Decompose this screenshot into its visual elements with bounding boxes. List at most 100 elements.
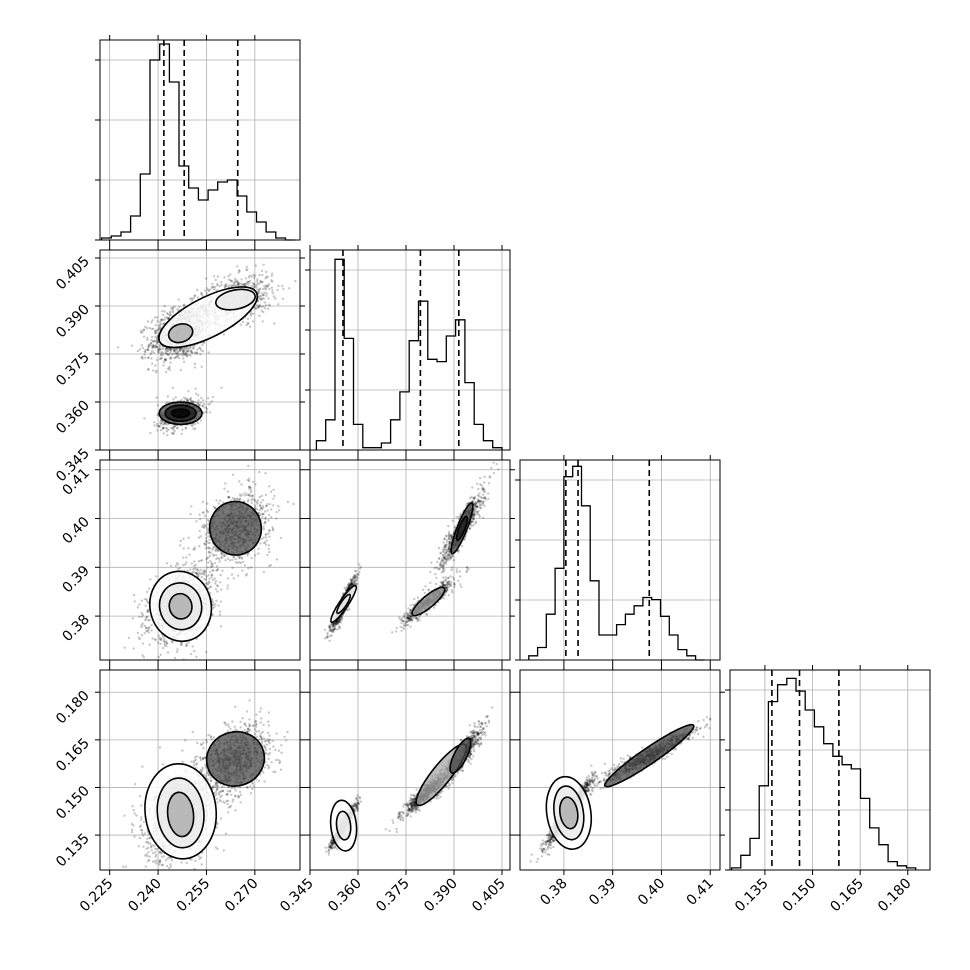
sample-point: [187, 350, 190, 353]
sample-point: [275, 558, 279, 561]
sample-point: [263, 510, 267, 513]
sample-point: [146, 348, 150, 352]
sample-point: [208, 541, 211, 545]
sample-point: [182, 658, 185, 660]
sample-point: [197, 574, 200, 577]
sample-point: [144, 617, 147, 620]
sample-point: [159, 347, 162, 350]
sample-point: [156, 413, 159, 417]
sample-point: [173, 305, 176, 308]
sample-point: [136, 606, 140, 609]
sample-point: [144, 350, 147, 354]
sample-point: [195, 351, 199, 354]
sample-point: [159, 422, 162, 425]
sample-point: [249, 494, 252, 498]
sample-point: [155, 346, 158, 349]
sample-point: [168, 314, 171, 317]
sample-point: [234, 281, 237, 284]
sample-point: [173, 350, 177, 353]
sample-point: [198, 403, 201, 407]
sample-point: [268, 485, 271, 488]
sample-point: [231, 473, 235, 476]
sample-point: [258, 294, 261, 298]
sample-point: [215, 284, 219, 287]
sample-point: [149, 344, 152, 347]
sample-point: [207, 556, 210, 559]
sample-point: [247, 567, 250, 570]
sample-point: [175, 562, 179, 565]
sample-point: [184, 346, 187, 350]
sample-point: [138, 348, 142, 351]
sample-point: [220, 553, 223, 556]
sample-point: [146, 338, 149, 342]
sample-point: [254, 554, 257, 557]
sample-point: [154, 331, 157, 335]
sample-point: [155, 369, 158, 372]
sample-point: [184, 427, 187, 430]
sample-point: [198, 573, 201, 576]
sample-point: [199, 401, 202, 404]
sample-point: [251, 497, 254, 500]
sample-point: [204, 570, 207, 573]
sample-point: [171, 352, 175, 355]
sample-point: [161, 426, 165, 429]
sample-points: [123, 464, 295, 660]
sample-point: [133, 600, 136, 603]
sample-point: [163, 640, 166, 644]
sample-point: [210, 573, 214, 577]
sample-point: [213, 288, 216, 291]
sample-point: [223, 284, 226, 287]
sample-point: [195, 572, 198, 576]
histogram-0: [100, 43, 296, 241]
sample-point: [262, 311, 265, 314]
sample-point: [205, 292, 208, 295]
sample-point: [207, 546, 210, 550]
sample-point: [127, 636, 131, 639]
sample-point: [246, 500, 250, 503]
sample-point: [267, 303, 270, 306]
sample-point: [159, 357, 162, 360]
sample-point: [218, 557, 221, 561]
sample-point: [145, 610, 149, 613]
sample-point: [183, 353, 187, 356]
sample-point: [186, 399, 189, 402]
sample-point: [260, 281, 263, 284]
sample-point: [236, 574, 240, 577]
sample-point: [155, 339, 158, 342]
sample-point: [249, 491, 252, 494]
sample-point: [251, 494, 254, 497]
sample-point: [149, 578, 152, 581]
sample-point: [150, 624, 153, 627]
sample-point: [282, 287, 285, 291]
sample-point: [227, 278, 231, 281]
sample-point: [248, 487, 251, 491]
sample-point: [160, 638, 163, 642]
sample-point: [253, 286, 256, 289]
sample-point: [255, 500, 258, 504]
sample-point: [178, 347, 181, 350]
sample-point: [270, 274, 273, 278]
sample-point: [144, 325, 147, 329]
sample-point: [226, 577, 230, 580]
sample-point: [205, 537, 208, 540]
sample-point: [253, 282, 256, 286]
sample-point: [136, 631, 140, 635]
sample-point: [140, 331, 143, 334]
sample-point: [221, 569, 224, 572]
sample-point: [216, 590, 219, 593]
sample-point: [182, 347, 185, 350]
sample-point: [138, 637, 141, 641]
sample-point: [140, 599, 143, 602]
sample-point: [149, 431, 152, 435]
sample-point: [173, 430, 176, 433]
sample-point: [180, 432, 183, 435]
sample-point: [261, 320, 264, 323]
sample-point: [194, 387, 197, 390]
sample-point: [266, 503, 269, 506]
sample-point: [215, 547, 218, 550]
sample-point: [165, 427, 169, 430]
sample-point: [260, 309, 263, 312]
sample-point: [161, 353, 165, 357]
sample-point: [266, 509, 269, 512]
sample-point: [171, 641, 174, 644]
